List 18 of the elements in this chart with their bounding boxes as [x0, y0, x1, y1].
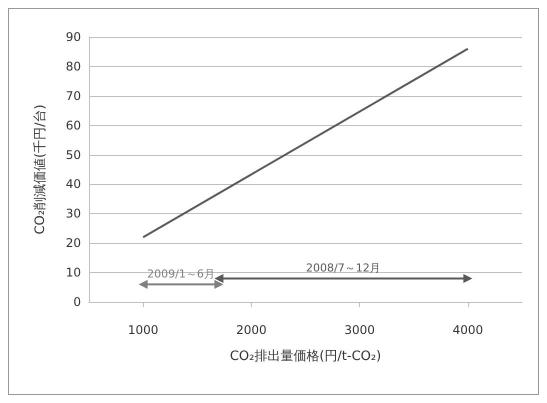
x-tick-label: 1000	[128, 323, 158, 337]
y-axis-title: CO₂削減価値(千円/台)	[33, 104, 48, 235]
y-tick-label: 80	[66, 59, 81, 74]
y-tick-label: 30	[66, 206, 81, 221]
x-tick-label: 2000	[236, 323, 267, 337]
y-tick-label: 60	[66, 118, 81, 132]
y-tick-label: 10	[66, 266, 81, 280]
x-tick-label: 3000	[344, 323, 375, 337]
y-tick-label: 40	[66, 177, 81, 192]
y-tick-label: 20	[66, 236, 81, 250]
y-tick-label: 50	[66, 148, 81, 162]
y-tick-label: 90	[66, 30, 81, 44]
series-label: 2008/7～12月	[306, 261, 381, 274]
y-tick-label: 0	[73, 295, 81, 309]
x-axis-title: CO₂排出量価格(円/t-CO₂)	[230, 349, 382, 364]
x-tick-label: 4000	[452, 323, 484, 337]
y-tick-label: 70	[66, 88, 81, 103]
series-label: 2009/1～6月	[147, 267, 215, 280]
